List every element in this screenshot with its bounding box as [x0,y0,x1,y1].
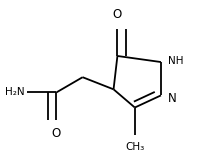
Text: NH: NH [167,56,182,66]
Text: CH₃: CH₃ [125,142,144,152]
Text: N: N [167,92,176,105]
Text: O: O [52,127,61,140]
Text: H₂N: H₂N [5,87,24,97]
Text: O: O [112,8,121,21]
